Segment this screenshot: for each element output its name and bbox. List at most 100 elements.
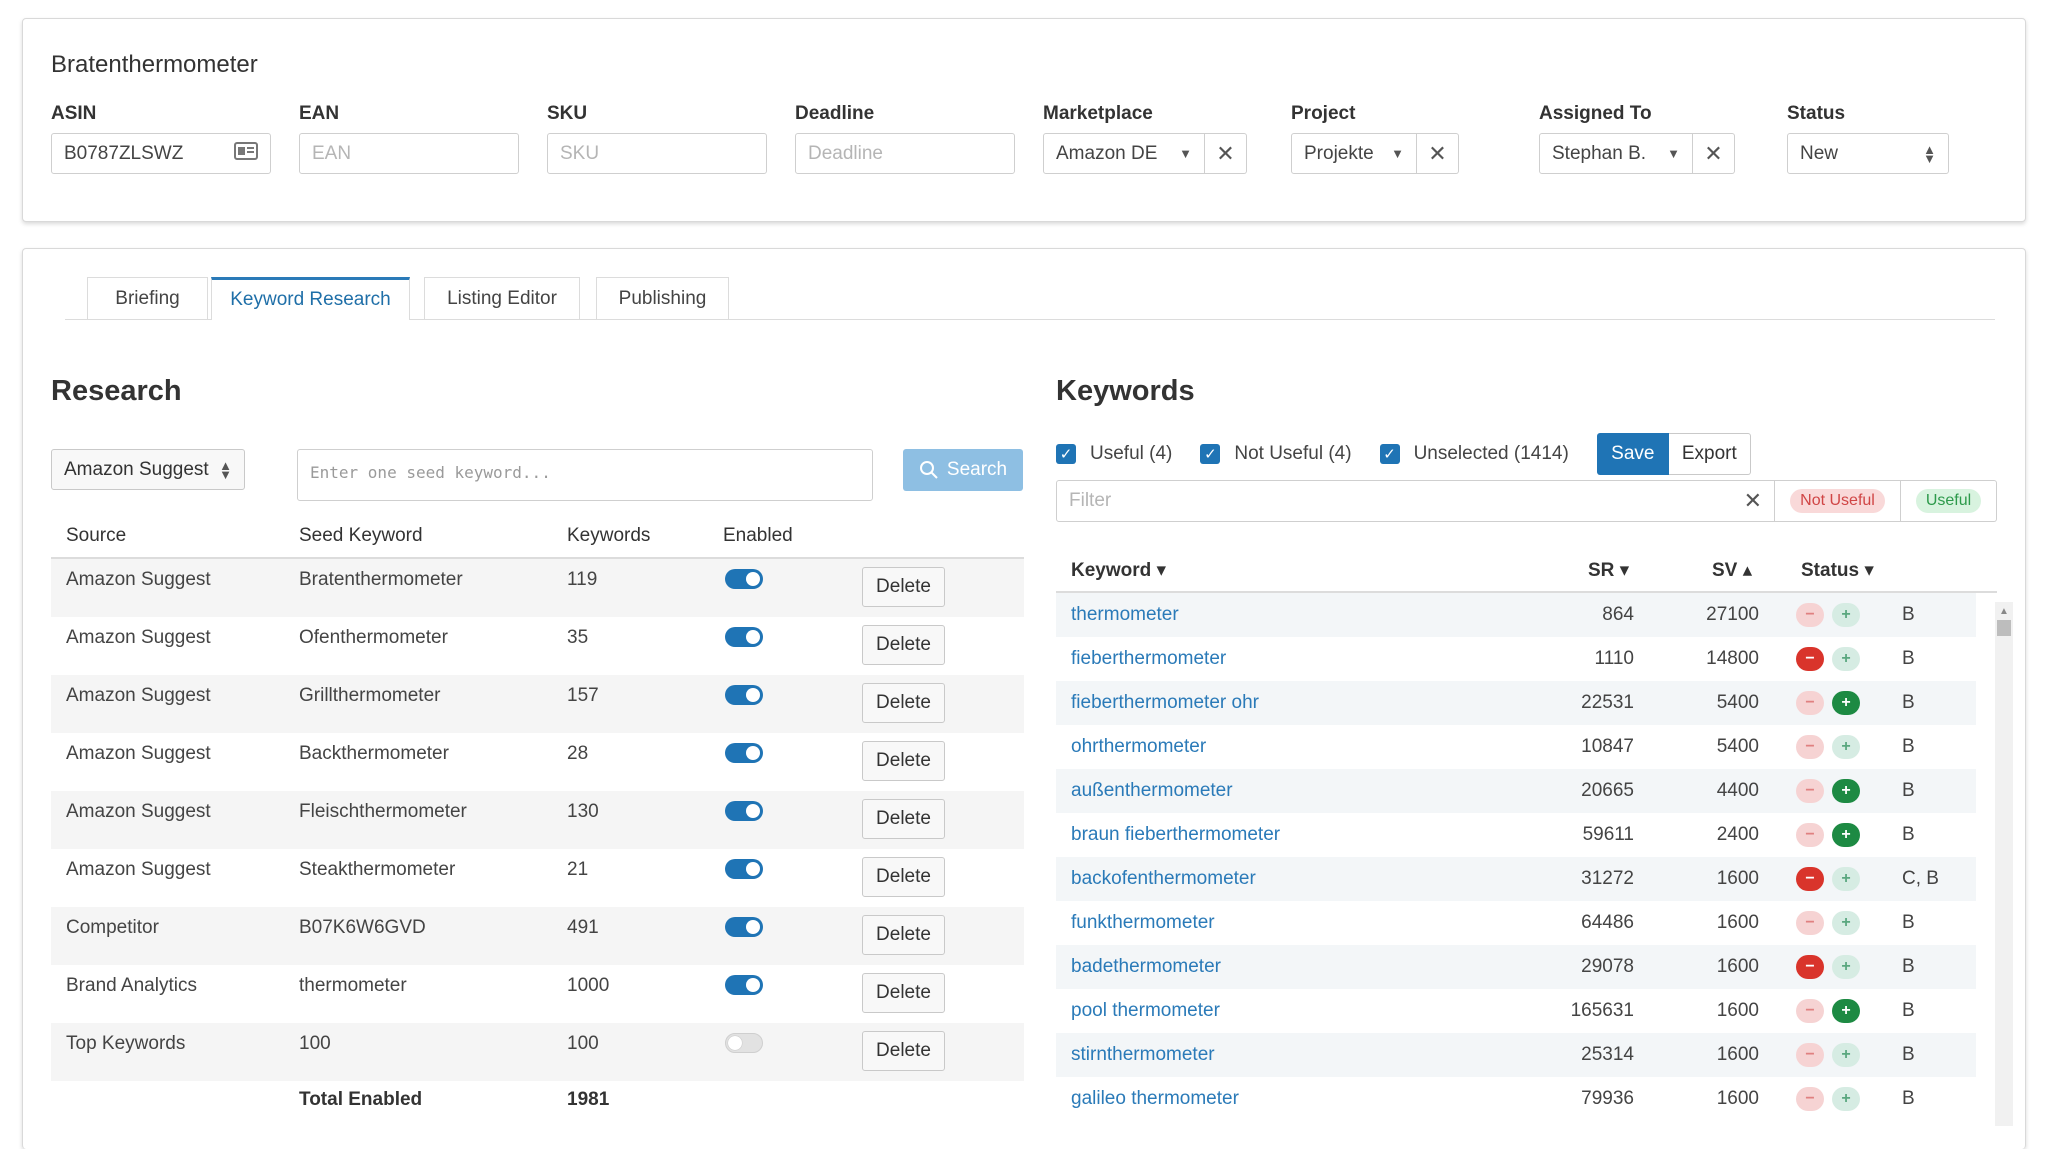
- column-keyword-sort[interactable]: Keyword ▾: [1071, 560, 1167, 581]
- save-button[interactable]: Save: [1596, 433, 1669, 475]
- mark-not-useful-button[interactable]: −: [1796, 1043, 1824, 1067]
- search-button[interactable]: Search: [903, 449, 1023, 491]
- delete-button[interactable]: Delete: [862, 683, 945, 723]
- enabled-toggle[interactable]: [725, 569, 763, 589]
- keyword-sv: 1600: [1716, 1044, 1759, 1065]
- scroll-up-icon[interactable]: ▲: [1999, 606, 2009, 617]
- unselected-checkbox[interactable]: ✓ Unselected (1414): [1379, 443, 1569, 465]
- keywords-scrollbar[interactable]: ▲: [1995, 602, 2013, 1126]
- keyword-link[interactable]: stirnthermometer: [1071, 1044, 1215, 1065]
- keyword-link[interactable]: backofenthermometer: [1071, 868, 1256, 889]
- keyword-sr: 1110: [1594, 648, 1634, 669]
- keyword-link[interactable]: außenthermometer: [1071, 780, 1233, 801]
- delete-button[interactable]: Delete: [862, 857, 945, 897]
- keyword-sr: 20665: [1581, 780, 1634, 801]
- search-button-label: Search: [946, 459, 1008, 480]
- assigned-to-select[interactable]: Stephan B. ▼: [1539, 133, 1693, 174]
- enabled-toggle[interactable]: [725, 743, 763, 763]
- keyword-link[interactable]: badethermometer: [1071, 956, 1221, 977]
- mark-useful-button[interactable]: +: [1832, 735, 1860, 759]
- enabled-toggle[interactable]: [725, 859, 763, 879]
- mark-not-useful-button[interactable]: −: [1796, 735, 1824, 759]
- enabled-toggle[interactable]: [725, 917, 763, 937]
- mark-useful-button[interactable]: +: [1832, 867, 1860, 891]
- seed-keyword-input[interactable]: Enter one seed keyword...: [297, 449, 873, 501]
- useful-checkbox[interactable]: ✓ Useful (4): [1056, 443, 1172, 465]
- keyword-filter-input[interactable]: Filter ✕: [1056, 480, 1775, 522]
- tab-briefing[interactable]: Briefing: [87, 277, 208, 319]
- keyword-link[interactable]: funkthermometer: [1071, 912, 1215, 933]
- assigned-to-clear-button[interactable]: ✕: [1693, 133, 1735, 174]
- mark-not-useful-button[interactable]: −: [1796, 691, 1824, 715]
- scrollbar-thumb[interactable]: [1997, 620, 2011, 636]
- delete-button[interactable]: Delete: [862, 915, 945, 955]
- delete-button[interactable]: Delete: [862, 973, 945, 1013]
- mark-useful-button[interactable]: +: [1832, 779, 1860, 803]
- keyword-link[interactable]: fieberthermometer: [1071, 648, 1227, 669]
- mark-useful-button[interactable]: +: [1832, 999, 1860, 1023]
- enabled-toggle[interactable]: [725, 801, 763, 821]
- keyword-filter-row: Filter ✕ Not Useful Useful: [1056, 480, 1997, 522]
- research-source: Amazon Suggest: [66, 743, 211, 764]
- close-icon[interactable]: ✕: [1743, 488, 1762, 513]
- mark-useful-button[interactable]: +: [1832, 955, 1860, 979]
- mark-useful-button[interactable]: +: [1832, 1087, 1860, 1111]
- tab-keyword-research[interactable]: Keyword Research: [211, 277, 410, 320]
- mark-not-useful-button[interactable]: −: [1796, 647, 1824, 671]
- keyword-link[interactable]: braun fieberthermometer: [1071, 824, 1281, 845]
- mark-not-useful-button[interactable]: −: [1796, 603, 1824, 627]
- sku-input[interactable]: SKU: [547, 133, 767, 174]
- mark-not-useful-button[interactable]: −: [1796, 911, 1824, 935]
- marketplace-select[interactable]: Amazon DE ▼: [1043, 133, 1205, 174]
- mark-not-useful-button[interactable]: −: [1796, 779, 1824, 803]
- enabled-toggle[interactable]: [725, 975, 763, 995]
- keyword-row: fieberthermometer 1110 14800 − + B: [1056, 637, 1976, 681]
- not-useful-filter-button[interactable]: Not Useful: [1775, 480, 1901, 522]
- keyword-sv: 27100: [1706, 604, 1759, 625]
- delete-button[interactable]: Delete: [862, 741, 945, 781]
- delete-button[interactable]: Delete: [862, 625, 945, 665]
- column-sv-sort[interactable]: SV ▴: [1712, 560, 1753, 581]
- enabled-toggle[interactable]: [725, 685, 763, 705]
- project-select[interactable]: Projekte ▼: [1291, 133, 1417, 174]
- useful-filter-button[interactable]: Useful: [1901, 480, 1997, 522]
- asin-input[interactable]: B0787ZLSWZ: [51, 133, 271, 174]
- column-sr-sort[interactable]: SR ▾: [1588, 560, 1630, 581]
- mark-useful-button[interactable]: +: [1832, 603, 1860, 627]
- marketplace-clear-button[interactable]: ✕: [1205, 133, 1247, 174]
- deadline-input[interactable]: Deadline: [795, 133, 1015, 174]
- source-select[interactable]: Amazon Suggest ▲ ▼: [51, 449, 245, 490]
- toggle-knob: [746, 630, 760, 644]
- delete-button[interactable]: Delete: [862, 799, 945, 839]
- mark-not-useful-button[interactable]: −: [1796, 1087, 1824, 1111]
- mark-useful-button[interactable]: +: [1832, 823, 1860, 847]
- mark-not-useful-button[interactable]: −: [1796, 999, 1824, 1023]
- status-select[interactable]: New ▲ ▼: [1787, 133, 1949, 174]
- enabled-toggle[interactable]: [725, 1033, 763, 1053]
- id-card-icon[interactable]: [234, 141, 258, 167]
- mark-not-useful-button[interactable]: −: [1796, 867, 1824, 891]
- ean-input[interactable]: EAN: [299, 133, 519, 174]
- keyword-link[interactable]: galileo thermometer: [1071, 1088, 1239, 1109]
- research-keyword-count: 491: [567, 917, 599, 938]
- delete-button[interactable]: Delete: [862, 567, 945, 607]
- keyword-link[interactable]: thermometer: [1071, 604, 1179, 625]
- keyword-link[interactable]: ohrthermometer: [1071, 736, 1207, 757]
- mark-useful-button[interactable]: +: [1832, 647, 1860, 671]
- export-button[interactable]: Export: [1668, 433, 1751, 475]
- enabled-toggle[interactable]: [725, 627, 763, 647]
- project-clear-button[interactable]: ✕: [1417, 133, 1459, 174]
- delete-button[interactable]: Delete: [862, 1031, 945, 1071]
- tab-publishing[interactable]: Publishing: [596, 277, 729, 319]
- keyword-link[interactable]: pool thermometer: [1071, 1000, 1220, 1021]
- mark-useful-button[interactable]: +: [1832, 691, 1860, 715]
- mark-not-useful-button[interactable]: −: [1796, 823, 1824, 847]
- mark-useful-button[interactable]: +: [1832, 1043, 1860, 1067]
- keyword-link[interactable]: fieberthermometer ohr: [1071, 692, 1259, 713]
- useful-checkbox-label: Useful (4): [1090, 443, 1173, 464]
- tab-listing-editor[interactable]: Listing Editor: [424, 277, 580, 319]
- mark-not-useful-button[interactable]: −: [1796, 955, 1824, 979]
- not-useful-checkbox[interactable]: ✓ Not Useful (4): [1200, 443, 1352, 465]
- column-status-sort[interactable]: Status ▾: [1801, 560, 1874, 581]
- mark-useful-button[interactable]: +: [1832, 911, 1860, 935]
